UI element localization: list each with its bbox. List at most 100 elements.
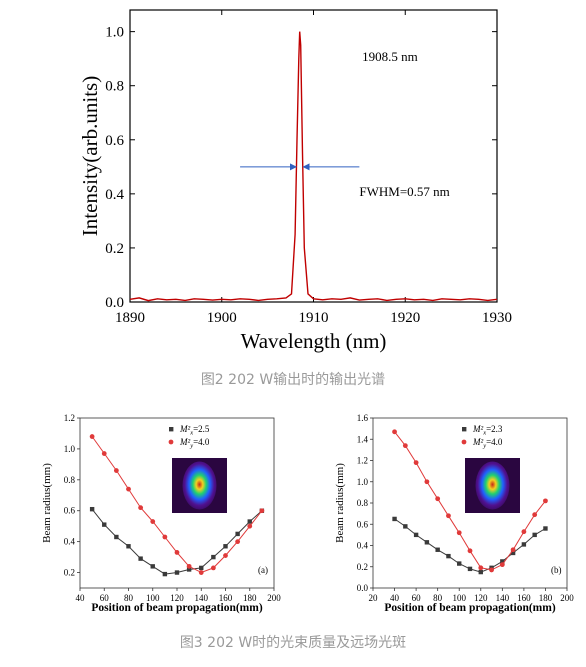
y-tick-label: 1.0 — [64, 444, 76, 454]
x-tick-label: 180 — [243, 593, 257, 603]
y-tick-label: 0.6 — [64, 506, 76, 516]
plot-frame — [129, 9, 498, 303]
x-tick-label: 100 — [452, 593, 466, 603]
data-point-circle — [521, 529, 527, 535]
fwhm-arrowhead-left — [289, 163, 297, 171]
figure-3-caption: 图3 202 W时的光束质量及远场光斑 — [179, 635, 407, 651]
data-point-circle — [235, 539, 241, 545]
legend-label: M²x=2.5 — [179, 424, 210, 437]
y-tick-label: 0.6 — [105, 133, 124, 149]
data-point-circle — [392, 429, 397, 435]
data-point-circle — [402, 443, 408, 449]
x-tick-label: 40 — [76, 593, 86, 603]
legend-marker — [168, 439, 174, 445]
data-point-square — [424, 540, 430, 545]
panel-label: (a) — [258, 565, 268, 575]
x-tick-label: 180 — [539, 593, 553, 603]
data-point-circle — [413, 460, 419, 466]
y-tick-label: 0.0 — [357, 583, 369, 593]
beam-radius-chart-b: 20 40 60 80 100 120 140 160 180 200 0.0 0.2 0.4 0.6 0.… — [334, 413, 574, 614]
data-point-circle — [532, 512, 538, 518]
data-point-circle — [198, 570, 204, 575]
data-point-square — [223, 544, 228, 549]
x-tick-label: 200 — [267, 593, 281, 603]
y-axis-label: Intensity(arb.units) — [78, 76, 102, 236]
data-point-square — [174, 570, 180, 575]
data-point-circle — [247, 523, 253, 529]
data-point-square — [199, 565, 204, 571]
data-point-square — [446, 553, 451, 559]
x-tick-label: 160 — [517, 593, 531, 603]
data-point-circle — [446, 513, 451, 519]
y-tick-label: 0.8 — [64, 475, 76, 485]
data-point-circle — [510, 547, 516, 553]
x-tick-label: 20 — [369, 593, 379, 603]
data-point-square — [102, 522, 107, 527]
x-tick-label: 80 — [124, 593, 134, 603]
data-point-circle — [101, 451, 107, 456]
data-point-circle — [499, 562, 505, 568]
data-point-square — [186, 567, 192, 572]
data-point-square — [413, 532, 419, 538]
data-point-circle — [210, 565, 216, 571]
data-point-circle — [138, 505, 144, 511]
figure-2-caption: 图2 202 W输出时的输出光谱 — [200, 372, 386, 388]
y-tick-label: 0.2 — [64, 568, 75, 578]
legend-marker — [169, 427, 174, 432]
y-tick-label: 0.6 — [357, 519, 369, 529]
x-tick-label: 140 — [496, 593, 510, 603]
fwhm-annotation: FWHM=0.57 nm — [359, 184, 449, 199]
x-tick-label: 80 — [433, 593, 443, 603]
x-tick-label: 1900 — [207, 310, 237, 326]
spectrum-chart: 1890 1900 1910 1920 1930 0.0 0.2 0.4 0.6 0.8 1.0 Wa… — [78, 9, 512, 353]
data-point-square — [403, 524, 408, 529]
data-point-circle — [162, 534, 168, 540]
legend-marker — [462, 427, 467, 432]
y-tick-label: 1.0 — [105, 25, 124, 41]
data-point-square — [126, 544, 131, 549]
data-point-circle — [186, 563, 192, 569]
data-point-square — [162, 571, 168, 577]
data-point-square — [510, 550, 516, 556]
y-tick-label: 0.0 — [105, 295, 124, 311]
data-point-square — [543, 526, 548, 531]
fwhm-arrowhead-right — [302, 163, 310, 171]
data-point-circle — [543, 498, 548, 504]
data-point-circle — [435, 496, 441, 502]
data-point-circle — [223, 553, 228, 558]
legend-label: M²y=4.0 — [472, 437, 503, 450]
data-point-square — [138, 556, 143, 561]
x-tick-label: 140 — [195, 593, 209, 603]
y-axis-label: Beam radius(mm) — [41, 463, 53, 543]
y-tick-label: 1.0 — [357, 477, 369, 487]
data-point-square — [392, 516, 397, 522]
y-tick-label: 0.8 — [105, 79, 124, 95]
data-point-circle — [174, 550, 180, 555]
x-tick-label: 60 — [412, 593, 422, 603]
data-point-circle — [89, 434, 95, 439]
data-point-square — [235, 531, 240, 537]
x-tick-label: 100 — [146, 593, 160, 603]
x-tick-label: 1920 — [390, 310, 420, 326]
data-point-circle — [424, 479, 430, 485]
y-tick-label: 0.2 — [357, 562, 368, 572]
data-point-square — [211, 554, 216, 560]
data-point-square — [89, 506, 95, 512]
spectrum-line — [129, 31, 498, 302]
data-point-square — [500, 559, 505, 564]
x-tick-label: 1890 — [115, 310, 145, 326]
far-field-spot — [475, 461, 510, 510]
data-point-circle — [489, 567, 494, 573]
data-point-circle — [456, 530, 462, 536]
x-tick-label: 160 — [219, 593, 233, 603]
y-tick-label: 0.4 — [357, 541, 369, 551]
data-point-square — [532, 532, 537, 538]
x-axis-label: Position of beam propagation(mm) — [91, 602, 262, 614]
data-point-square — [150, 564, 155, 569]
legend-label: M²y=4.0 — [179, 437, 210, 450]
y-tick-label: 1.4 — [357, 434, 369, 444]
data-point-circle — [467, 548, 473, 554]
x-axis-label: Wavelength (nm) — [241, 329, 387, 353]
y-tick-label: 1.2 — [64, 413, 75, 423]
data-point-square — [467, 566, 473, 572]
